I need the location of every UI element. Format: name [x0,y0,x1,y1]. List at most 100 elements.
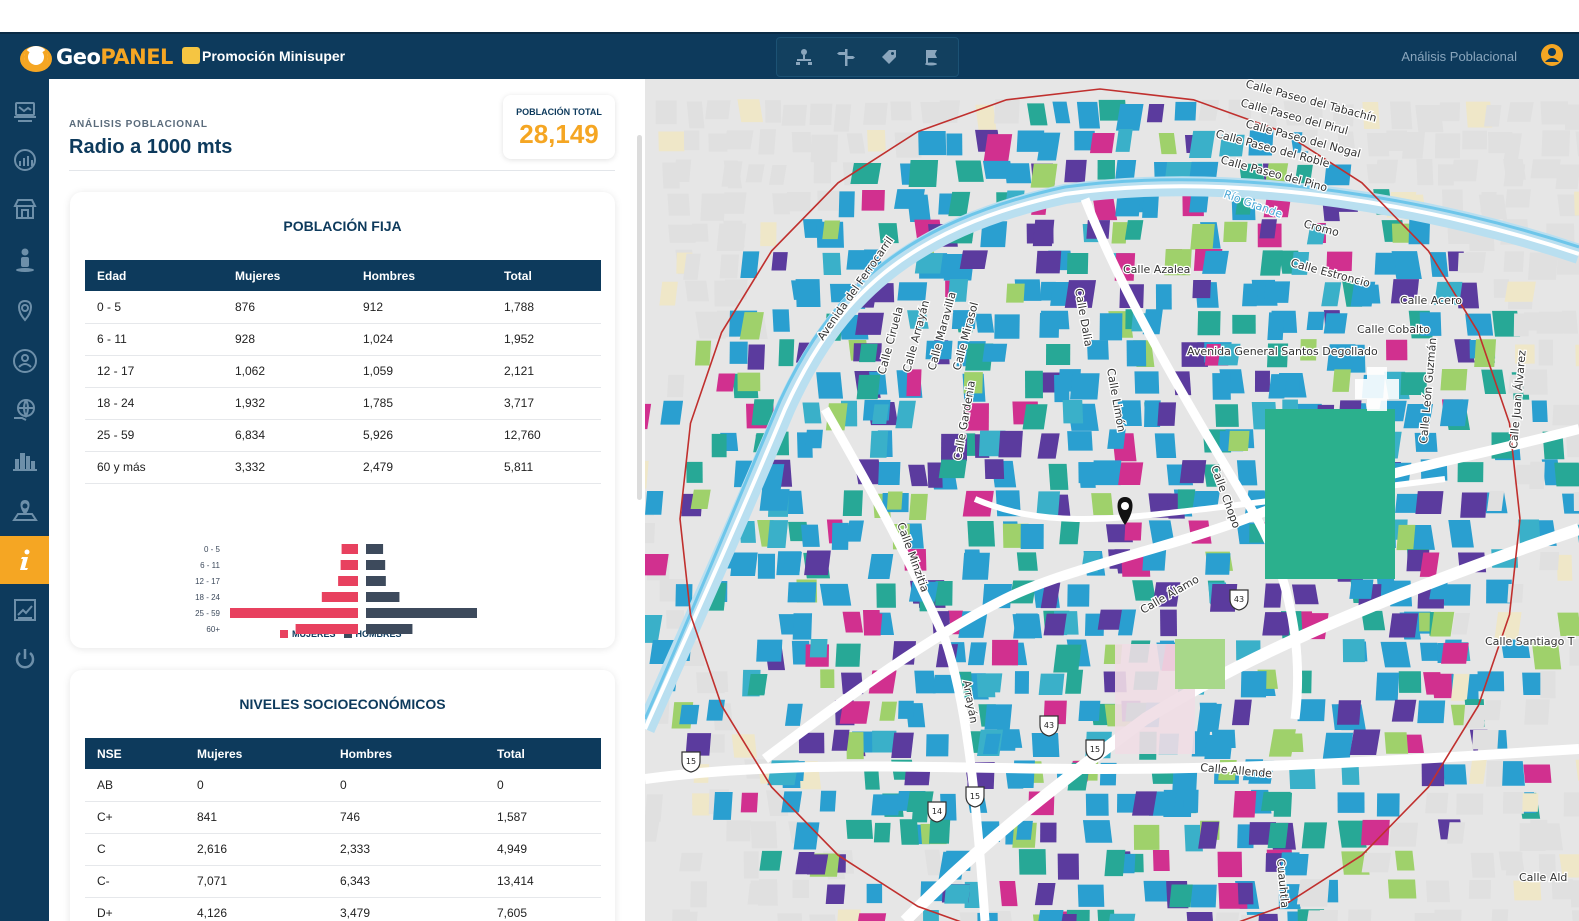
sidebar-item-people[interactable] [0,337,49,385]
card-title: NIVELES SOCIOECONÓMICOS [70,696,615,712]
svg-text:43: 43 [1234,595,1244,604]
svg-text:15: 15 [970,792,980,801]
street-label: Calle Acero [1400,294,1462,307]
table-cell: 1,024 [351,323,492,355]
store-badge-icon [182,47,200,64]
table-cell: 3,332 [223,451,351,483]
sidebar-item-store[interactable] [0,185,49,233]
column-header: Total [492,260,601,291]
table-cell: 1,785 [351,387,492,419]
logo-icon [18,39,54,75]
highway-shield-icon: 43 [1230,590,1248,610]
bar-women [338,576,358,586]
table-cell: C- [85,865,185,897]
highway-shield-icon: 15 [1086,740,1104,760]
column-header: Total [485,738,601,769]
flag-icon[interactable] [919,45,943,69]
card-title: POBLACIÓN FIJA [70,218,615,234]
table-cell: 841 [185,801,328,833]
sidebar-item-trend[interactable] [0,586,49,634]
bar-men [366,560,385,570]
project-label: Promoción Minisuper [202,48,345,64]
street-label: Calle Azalea [1123,263,1190,276]
nse-card: NIVELES SOCIOECONÓMICOS NSE Mujeres Homb… [70,670,615,921]
crossroads-icon[interactable] [834,45,858,69]
table-cell: 1,062 [223,355,351,387]
table-cell: 2,479 [351,451,492,483]
map-view[interactable]: Calle Paseo del Tabachín Calle Paseo del … [645,79,1579,921]
table-cell: 6 - 11 [85,323,223,355]
logo-text-panel: PANEL [100,45,173,69]
info-icon [11,546,39,574]
tick-label: 60+ [206,625,220,634]
table-cell: 3,479 [328,897,485,921]
header-section-title: Análisis Poblacional [1401,49,1517,64]
user-avatar-icon[interactable] [1541,44,1563,66]
panel-scrollbar[interactable] [637,135,642,500]
sidebar-item-map-pin[interactable] [0,485,49,533]
globe-hand-icon [11,396,39,424]
power-icon [11,645,39,673]
tag-icon[interactable] [877,45,901,69]
table-cell: 1,059 [351,355,492,387]
layers-icon [11,97,39,125]
table-cell: 0 - 5 [85,291,223,323]
table-row: C+ 841 746 1,587 [85,801,601,833]
top-whitespace [0,0,1579,32]
highway-shield-icon: 43 [1040,716,1058,736]
population-total-value: 28,149 [503,119,615,150]
population-total-card: POBLACIÓN TOTAL 28,149 [503,95,615,159]
sidebar-item-globe-hand[interactable] [0,386,49,434]
table-cell: 0 [328,769,485,801]
section-eyebrow: ANÁLISIS POBLACIONAL [69,119,208,130]
table-header-row: Edad Mujeres Hombres Total [85,260,601,291]
street-label: Calle Santiago T [1485,635,1575,648]
network-icon[interactable] [792,45,816,69]
app-header: GeoPANEL Promoción Minisuper Análisis Po… [0,32,1579,79]
table-cell: 12,760 [492,419,601,451]
tick-label: 18 - 24 [195,593,220,602]
table-cell: 5,926 [351,419,492,451]
table-cell: 2,333 [328,833,485,865]
nse-table: NSE Mujeres Hombres Total AB 0 0 0 C+ 84… [85,738,601,921]
geopanel-logo[interactable]: GeoPANEL [18,36,173,78]
table-cell: 7,605 [485,897,601,921]
table-cell: 1,932 [223,387,351,419]
sidebar-item-city[interactable] [0,435,49,483]
highway-shield-icon: 14 [928,802,946,822]
sidebar-item-power[interactable] [0,635,49,683]
divider [69,170,615,171]
table-row: 6 - 11 928 1,024 1,952 [85,323,601,355]
bar-women [341,560,358,570]
table-row: 60 y más 3,332 2,479 5,811 [85,451,601,483]
table-cell: 25 - 59 [85,419,223,451]
logo-text-geo: Geo [56,45,100,69]
table-cell: 1,788 [492,291,601,323]
trend-chart-icon [11,596,39,624]
sidebar-item-chart-globe[interactable] [0,136,49,184]
sidebar-item-person[interactable] [0,236,49,284]
table-row: 18 - 24 1,932 1,785 3,717 [85,387,601,419]
svg-text:15: 15 [1090,745,1100,754]
project-name[interactable]: Promoción Minisuper [182,47,345,64]
highway-shield-icon: 15 [966,787,984,807]
table-cell: D+ [85,897,185,921]
table-cell: 13,414 [485,865,601,897]
table-cell: 912 [351,291,492,323]
sidebar-item-location[interactable] [0,286,49,334]
bar-men [366,608,477,618]
sidebar-item-layers[interactable] [0,87,49,135]
people-icon [11,347,39,375]
table-row: C- 7,071 6,343 13,414 [85,865,601,897]
person-icon [11,246,39,274]
location-pin-icon [11,296,39,324]
svg-text:15: 15 [686,757,696,766]
population-pyramid-chart: 0 - 5 6 - 11 12 - 17 18 - 24 25 - 59 60+ [70,538,615,648]
svg-text:43: 43 [1044,721,1054,730]
sidebar-item-info[interactable] [0,536,49,584]
table-row: D+ 4,126 3,479 7,605 [85,897,601,921]
table-cell: 876 [223,291,351,323]
table-row: 0 - 5 876 912 1,788 [85,291,601,323]
column-header: Mujeres [223,260,351,291]
